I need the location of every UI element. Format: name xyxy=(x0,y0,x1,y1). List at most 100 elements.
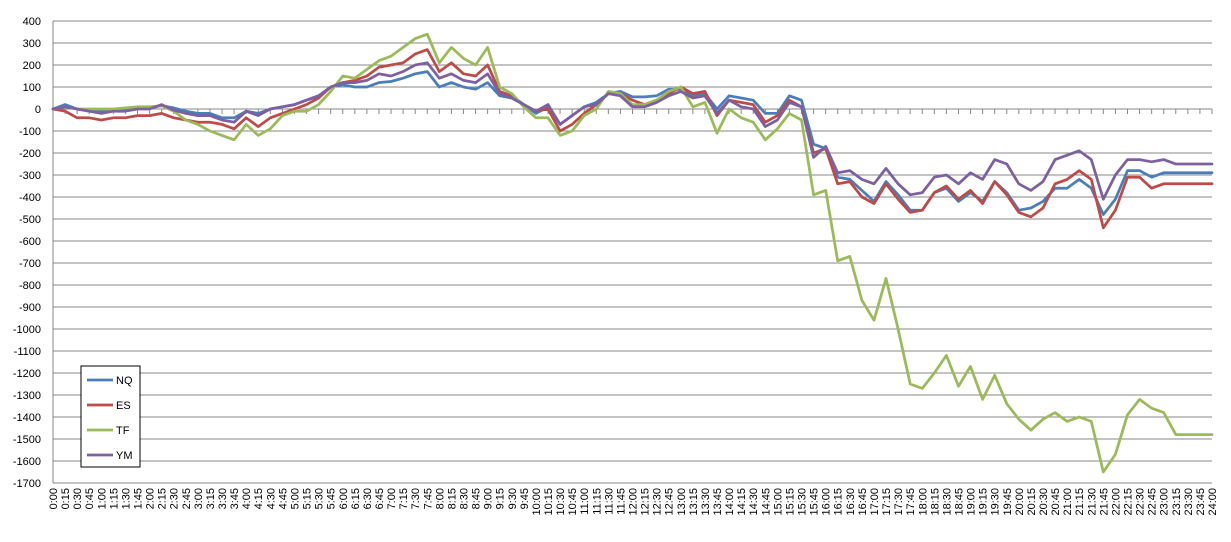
x-tick-label: 16:15 xyxy=(833,488,845,516)
x-tick-label: 4:15 xyxy=(253,488,265,509)
x-tick-label: 8:45 xyxy=(471,488,483,509)
x-tick-label: 11:00 xyxy=(579,488,591,515)
gridlines xyxy=(53,20,1212,484)
x-tick-label: 23:15 xyxy=(1171,488,1183,516)
y-tick-label: -1300 xyxy=(13,390,41,402)
x-tick-label: 21:00 xyxy=(1062,488,1074,516)
x-tick-label: 19:00 xyxy=(966,488,978,516)
x-tick-label: 13:45 xyxy=(712,488,724,516)
x-tick-label: 17:00 xyxy=(869,488,881,516)
y-tick-label: -1700 xyxy=(13,478,41,490)
x-tick-label: 20:45 xyxy=(1050,488,1062,516)
x-tick-label: 16:00 xyxy=(821,488,833,516)
x-tick-label: 22:45 xyxy=(1147,488,1159,516)
x-tick-label: 18:45 xyxy=(953,488,965,516)
y-tick-label: -1000 xyxy=(13,324,41,336)
x-tick-label: 13:00 xyxy=(676,488,688,516)
x-tick-label: 19:30 xyxy=(990,488,1002,516)
x-tick-label: 17:15 xyxy=(881,488,893,516)
series-line-ym xyxy=(51,61,1214,201)
y-tick-label: -600 xyxy=(19,236,41,248)
x-tick-label: 16:30 xyxy=(845,488,857,516)
x-tick-label: 5:30 xyxy=(314,488,326,509)
y-tick-label: -1400 xyxy=(13,412,41,424)
series-line-nq xyxy=(51,70,1214,216)
y-tick-label: -1100 xyxy=(14,346,41,358)
x-tick-label: 5:00 xyxy=(289,488,301,509)
x-tick-label: 7:45 xyxy=(422,488,434,509)
legend-label-tf: TF xyxy=(116,425,130,437)
y-tick-label: -1200 xyxy=(13,368,41,380)
y-tick-label: -200 xyxy=(19,148,41,160)
x-tick-label: 1:00 xyxy=(96,488,108,509)
series-line-es xyxy=(51,48,1214,230)
y-tick-label: -900 xyxy=(19,302,41,314)
x-tick-label: 7:00 xyxy=(386,488,398,509)
x-tick-label: 16:45 xyxy=(857,488,869,516)
y-tick-label: -300 xyxy=(19,170,41,182)
x-tick-label: 13:30 xyxy=(700,488,712,516)
x-tick-label: 19:15 xyxy=(978,488,990,516)
x-tick-label: 20:00 xyxy=(1014,488,1026,516)
x-tick-label: 4:45 xyxy=(277,488,289,509)
x-tick-label: 15:45 xyxy=(809,488,821,516)
y-tick-label: -100 xyxy=(19,126,41,138)
x-tick-label: 5:45 xyxy=(326,488,338,509)
x-tick-label: 10:45 xyxy=(567,488,579,516)
x-tick-label: 21:30 xyxy=(1086,488,1098,516)
legend-label-ym: YM xyxy=(116,450,133,462)
x-tick-label: 9:00 xyxy=(483,488,495,509)
x-tick-label: 12:00 xyxy=(628,488,640,516)
x-tick-label: 13:15 xyxy=(688,488,700,516)
x-tick-label: 18:00 xyxy=(917,488,929,516)
series-line-tf xyxy=(51,32,1214,474)
y-tick-label: 0 xyxy=(35,104,41,116)
x-tick-label: 11:30 xyxy=(603,488,615,515)
x-tick-label: 15:30 xyxy=(797,488,809,516)
y-axis-tick-labels: 400 300 200 100 0 -100 -200 -300 -400 -500 -600 -70… xyxy=(13,16,41,490)
x-tick-label: 1:45 xyxy=(133,488,145,509)
x-tick-label: 8:00 xyxy=(434,488,446,509)
x-tick-label: 3:30 xyxy=(217,488,229,509)
x-tick-label: 22:30 xyxy=(1135,488,1147,516)
legend-label-es: ES xyxy=(116,400,131,412)
x-tick-label: 11:45 xyxy=(615,488,627,515)
x-tick-label: 22:00 xyxy=(1110,488,1122,516)
x-tick-label: 21:15 xyxy=(1074,488,1086,516)
x-tick-label: 24:00 xyxy=(1207,488,1219,516)
x-tick-label: 2:30 xyxy=(169,488,181,509)
x-tick-label: 23:45 xyxy=(1195,488,1207,516)
x-tick-label: 2:15 xyxy=(157,488,169,509)
x-tick-label: 12:45 xyxy=(664,488,676,516)
x-tick-label: 10:15 xyxy=(543,488,555,516)
x-tick-label: 0:30 xyxy=(72,488,84,509)
x-tick-label: 3:45 xyxy=(229,488,241,509)
x-tick-label: 17:45 xyxy=(905,488,917,516)
x-tick-label: 9:15 xyxy=(495,488,507,509)
x-tick-label: 8:30 xyxy=(458,488,470,509)
x-tick-label: 10:30 xyxy=(555,488,567,516)
x-tick-label: 18:15 xyxy=(929,488,941,516)
x-tick-label: 7:30 xyxy=(410,488,422,509)
y-tick-label: -1500 xyxy=(13,434,41,446)
x-tick-label: 11:15 xyxy=(591,488,603,515)
x-tick-label: 6:15 xyxy=(350,488,362,509)
x-tick-label: 15:15 xyxy=(784,488,796,516)
y-tick-label: 400 xyxy=(23,16,41,28)
x-tick-label: 9:30 xyxy=(507,488,519,509)
x-tick-label: 10:00 xyxy=(531,488,543,516)
x-tick-label: 5:15 xyxy=(302,488,314,509)
x-tick-label: 19:45 xyxy=(1002,488,1014,516)
x-tick-label: 12:30 xyxy=(652,488,664,516)
y-tick-label: -1600 xyxy=(13,456,41,468)
x-tick-label: 0:15 xyxy=(60,488,72,509)
y-tick-label: -500 xyxy=(19,214,41,226)
x-tick-label: 14:00 xyxy=(724,488,736,516)
x-tick-label: 2:00 xyxy=(145,488,157,509)
x-tick-label: 18:30 xyxy=(941,488,953,516)
x-tick-label: 6:45 xyxy=(374,488,386,509)
x-tick-label: 0:00 xyxy=(48,488,60,509)
x-tick-label: 20:30 xyxy=(1038,488,1050,516)
y-tick-label: -800 xyxy=(19,280,41,292)
